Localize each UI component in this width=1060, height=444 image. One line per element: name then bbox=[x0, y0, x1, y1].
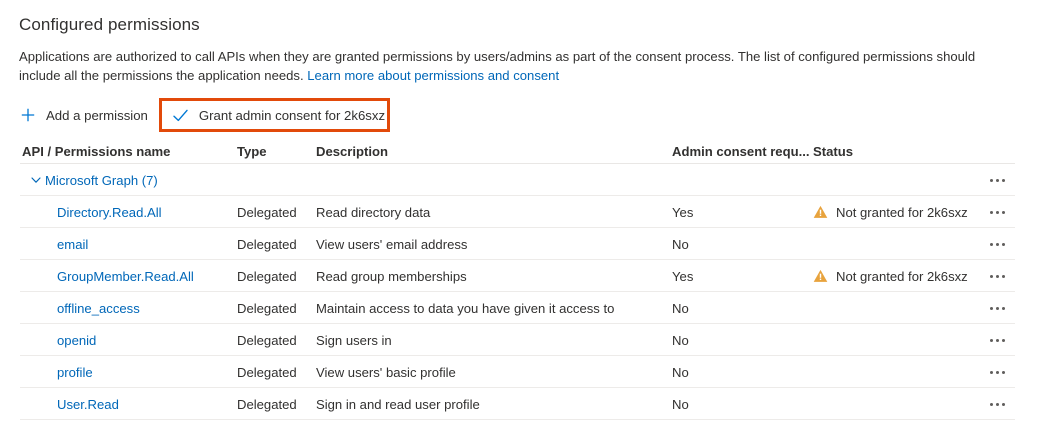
permission-description: View users' basic profile bbox=[316, 364, 456, 380]
row-divider bbox=[20, 323, 1015, 324]
status-badge: Not granted for 2k6sxz bbox=[813, 205, 968, 220]
column-header-type: Type bbox=[237, 144, 267, 159]
page-title: Configured permissions bbox=[19, 15, 200, 34]
permission-description: Maintain access to data you have given i… bbox=[316, 300, 615, 316]
status-text: Not granted for 2k6sxz bbox=[836, 204, 968, 220]
permission-type: Delegated bbox=[237, 364, 297, 380]
more-actions-icon[interactable] bbox=[986, 269, 1009, 284]
table-row[interactable]: openid Delegated Sign users in No bbox=[0, 324, 1060, 356]
more-actions-icon[interactable] bbox=[986, 301, 1009, 316]
row-divider bbox=[20, 259, 1015, 260]
grant-admin-consent-button[interactable]: Grant admin consent for 2k6sxz bbox=[172, 100, 385, 130]
permissions-table: API / Permissions name Type Description … bbox=[0, 139, 1060, 420]
column-header-status: Status bbox=[813, 144, 854, 159]
intro-text: Applications are authorized to call APIs… bbox=[19, 49, 976, 83]
permission-name-link[interactable]: openid bbox=[57, 332, 97, 348]
grant-admin-consent-label: Grant admin consent for 2k6sxz bbox=[198, 107, 386, 123]
column-header-description: Description bbox=[316, 144, 389, 159]
permission-name-link[interactable]: profile bbox=[57, 364, 93, 380]
permission-type: Delegated bbox=[237, 204, 297, 220]
more-actions-icon[interactable] bbox=[986, 173, 1009, 188]
group-label: Microsoft Graph (7) bbox=[45, 172, 158, 188]
permission-name-link[interactable]: User.Read bbox=[57, 396, 119, 412]
add-a-permission-label: Add a permission bbox=[46, 107, 148, 123]
permission-name-link[interactable]: offline_access bbox=[57, 300, 140, 316]
table-row[interactable]: GroupMember.Read.All Delegated Read grou… bbox=[0, 260, 1060, 292]
group-expand-toggle[interactable]: Microsoft Graph (7) bbox=[29, 173, 158, 188]
more-actions-icon[interactable] bbox=[986, 365, 1009, 380]
more-actions-icon[interactable] bbox=[986, 397, 1009, 412]
row-divider bbox=[20, 195, 1015, 196]
warning-icon bbox=[813, 269, 828, 283]
table-row[interactable]: Directory.Read.All Delegated Read direct… bbox=[0, 196, 1060, 228]
permission-admin-consent: No bbox=[672, 396, 689, 412]
permission-name-link[interactable]: email bbox=[57, 236, 89, 252]
permission-admin-consent: Yes bbox=[672, 268, 694, 284]
checkmark-icon bbox=[172, 106, 190, 124]
permission-admin-consent: No bbox=[672, 332, 689, 348]
column-header-admin-consent-required: Admin consent requ... bbox=[672, 144, 810, 159]
warning-icon bbox=[813, 205, 828, 219]
permission-name-link[interactable]: Directory.Read.All bbox=[57, 204, 162, 220]
chevron-down-icon bbox=[29, 174, 42, 187]
row-divider bbox=[20, 387, 1015, 388]
permission-description: Read directory data bbox=[316, 204, 431, 220]
row-divider bbox=[20, 227, 1015, 228]
header-divider bbox=[20, 163, 1015, 164]
permission-type: Delegated bbox=[237, 332, 297, 348]
table-row[interactable]: offline_access Delegated Maintain access… bbox=[0, 292, 1060, 324]
row-divider bbox=[20, 355, 1015, 356]
permission-type: Delegated bbox=[237, 268, 297, 284]
permission-description: Read group memberships bbox=[316, 268, 467, 284]
permission-type: Delegated bbox=[237, 300, 297, 316]
permission-description: Sign in and read user profile bbox=[316, 396, 480, 412]
more-actions-icon[interactable] bbox=[986, 237, 1009, 252]
table-group-row-microsoft-graph[interactable]: Microsoft Graph (7) bbox=[0, 164, 1060, 196]
permission-type: Delegated bbox=[237, 236, 297, 252]
row-divider bbox=[20, 291, 1015, 292]
table-row[interactable]: User.Read Delegated Sign in and read use… bbox=[0, 388, 1060, 420]
status-text: Not granted for 2k6sxz bbox=[836, 268, 968, 284]
row-divider bbox=[20, 419, 1015, 420]
permission-description: Sign users in bbox=[316, 332, 392, 348]
permission-name-link[interactable]: GroupMember.Read.All bbox=[57, 268, 194, 284]
permission-admin-consent: No bbox=[672, 236, 689, 252]
more-actions-icon[interactable] bbox=[986, 205, 1009, 220]
status-badge: Not granted for 2k6sxz bbox=[813, 269, 968, 284]
column-header-api-permissions-name: API / Permissions name bbox=[22, 144, 171, 159]
permission-admin-consent: Yes bbox=[672, 204, 694, 220]
permission-type: Delegated bbox=[237, 396, 297, 412]
table-row[interactable]: profile Delegated View users' basic prof… bbox=[0, 356, 1060, 388]
more-actions-icon[interactable] bbox=[986, 333, 1009, 348]
plus-icon bbox=[19, 106, 37, 124]
permission-admin-consent: No bbox=[672, 364, 689, 380]
permission-description: View users' email address bbox=[316, 236, 468, 252]
table-header-row: API / Permissions name Type Description … bbox=[0, 139, 1060, 164]
learn-more-link[interactable]: Learn more about permissions and consent bbox=[307, 68, 560, 83]
command-bar: Add a permission Grant admin consent for… bbox=[19, 100, 385, 130]
intro-paragraph: Applications are authorized to call APIs… bbox=[19, 47, 1019, 85]
add-a-permission-button[interactable]: Add a permission bbox=[19, 100, 156, 130]
permission-admin-consent: No bbox=[672, 300, 689, 316]
table-row[interactable]: email Delegated View users' email addres… bbox=[0, 228, 1060, 260]
